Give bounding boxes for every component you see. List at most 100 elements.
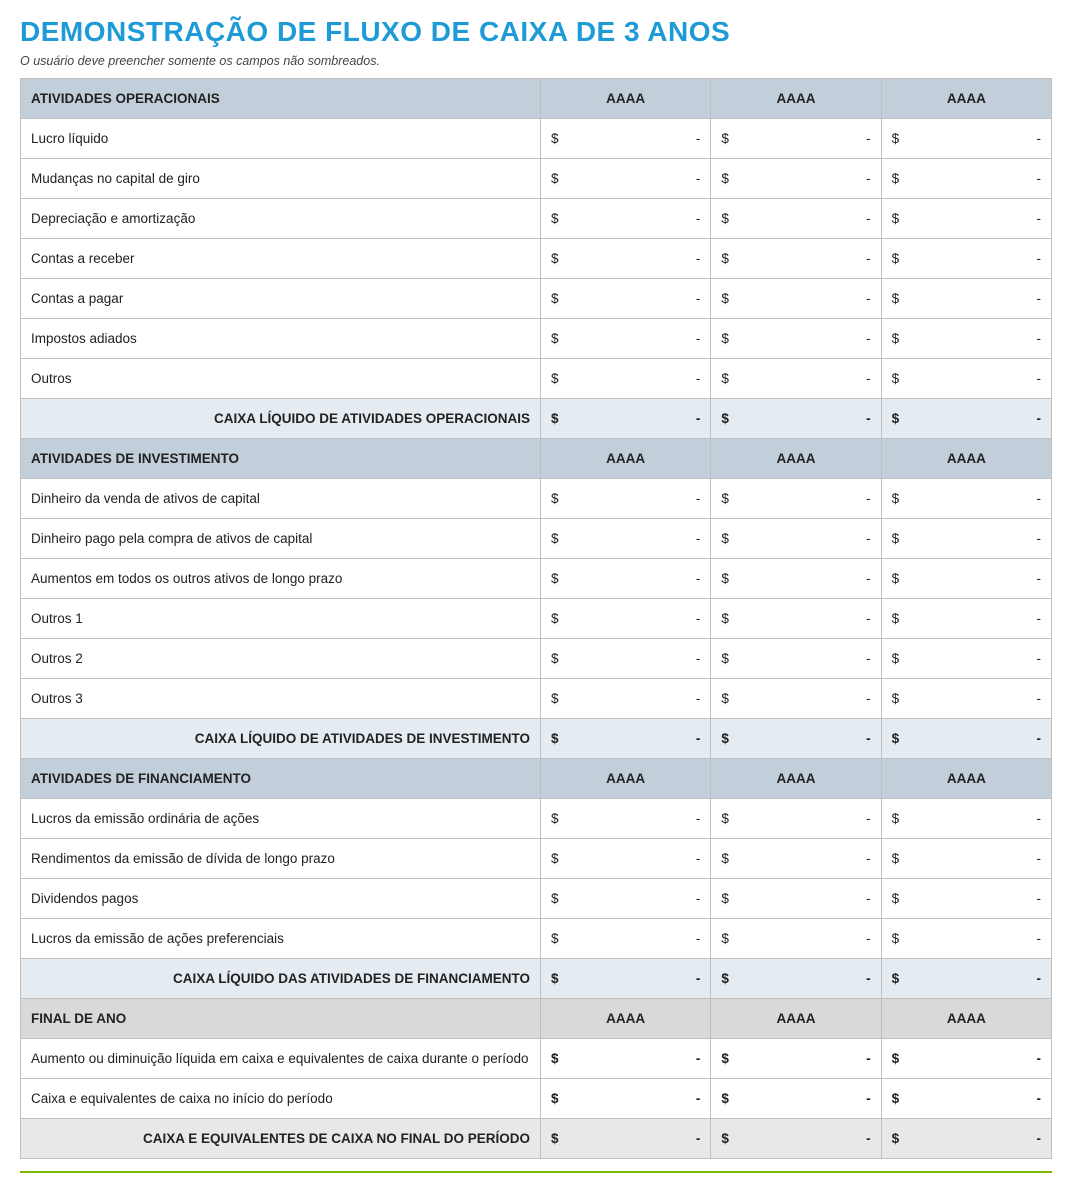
year-header[interactable]: AAAA — [881, 79, 1051, 119]
money-cell[interactable]: $- — [881, 599, 1051, 639]
money-cell[interactable]: $- — [541, 599, 711, 639]
money-cell[interactable]: $- — [881, 879, 1051, 919]
money-cell[interactable]: $- — [711, 159, 881, 199]
money-cell[interactable]: $- — [711, 279, 881, 319]
money-cell[interactable]: $- — [881, 679, 1051, 719]
money-cell[interactable]: $- — [881, 919, 1051, 959]
money-value: - — [1037, 731, 1042, 746]
money-cell[interactable]: $- — [881, 839, 1051, 879]
money-cell[interactable]: $- — [881, 239, 1051, 279]
money-cell[interactable]: $- — [711, 119, 881, 159]
money-cell[interactable]: $- — [541, 1079, 711, 1119]
money-cell[interactable]: $- — [541, 719, 711, 759]
year-header[interactable]: AAAA — [711, 79, 881, 119]
year-header[interactable]: AAAA — [711, 999, 881, 1039]
currency-symbol: $ — [892, 571, 900, 586]
money-cell[interactable]: $- — [711, 959, 881, 999]
money-cell[interactable]: $- — [711, 599, 881, 639]
currency-symbol: $ — [721, 211, 729, 226]
money-cell[interactable]: $- — [541, 919, 711, 959]
money-cell[interactable]: $- — [541, 199, 711, 239]
money-cell[interactable]: $- — [711, 519, 881, 559]
money-cell[interactable]: $- — [711, 199, 881, 239]
money-value: - — [696, 291, 701, 306]
year-header[interactable]: AAAA — [881, 439, 1051, 479]
money-cell[interactable]: $- — [541, 879, 711, 919]
money-cell[interactable]: $- — [881, 1039, 1051, 1079]
money-cell[interactable]: $- — [541, 799, 711, 839]
money-cell[interactable]: $- — [541, 239, 711, 279]
money-cell[interactable]: $- — [881, 319, 1051, 359]
year-header[interactable]: AAAA — [711, 439, 881, 479]
money-cell[interactable]: $- — [711, 239, 881, 279]
year-header[interactable]: AAAA — [541, 79, 711, 119]
money-cell[interactable]: $- — [711, 559, 881, 599]
money-cell[interactable]: $- — [541, 399, 711, 439]
money-cell[interactable]: $- — [541, 559, 711, 599]
money-cell[interactable]: $- — [541, 319, 711, 359]
money-cell[interactable]: $- — [541, 959, 711, 999]
money-value: - — [696, 531, 701, 546]
year-header[interactable]: AAAA — [541, 439, 711, 479]
currency-symbol: $ — [721, 651, 729, 666]
money-cell[interactable]: $- — [711, 719, 881, 759]
money-cell[interactable]: $- — [881, 359, 1051, 399]
money-cell[interactable]: $- — [711, 1119, 881, 1159]
money-cell[interactable]: $- — [881, 639, 1051, 679]
money-value: - — [1037, 211, 1042, 226]
money-cell[interactable]: $- — [881, 479, 1051, 519]
year-header[interactable]: AAAA — [541, 999, 711, 1039]
money-cell[interactable]: $- — [711, 919, 881, 959]
money-cell[interactable]: $- — [711, 479, 881, 519]
money-cell[interactable]: $- — [881, 1119, 1051, 1159]
money-cell[interactable]: $- — [541, 119, 711, 159]
money-cell[interactable]: $- — [711, 319, 881, 359]
currency-symbol: $ — [721, 251, 729, 266]
money-cell[interactable]: $- — [711, 879, 881, 919]
money-cell[interactable]: $- — [711, 1039, 881, 1079]
money-cell[interactable]: $- — [711, 639, 881, 679]
money-cell[interactable]: $- — [711, 359, 881, 399]
row-label: Outros — [21, 359, 541, 399]
money-cell[interactable]: $- — [711, 1079, 881, 1119]
money-value: - — [696, 131, 701, 146]
money-cell[interactable]: $- — [881, 159, 1051, 199]
money-cell[interactable]: $- — [541, 679, 711, 719]
money-cell[interactable]: $- — [541, 159, 711, 199]
money-cell[interactable]: $- — [711, 839, 881, 879]
money-cell[interactable]: $- — [711, 799, 881, 839]
money-cell[interactable]: $- — [881, 559, 1051, 599]
money-cell[interactable]: $- — [541, 1119, 711, 1159]
money-cell[interactable]: $- — [881, 959, 1051, 999]
money-value: - — [696, 691, 701, 706]
year-header[interactable]: AAAA — [711, 759, 881, 799]
year-header[interactable]: AAAA — [541, 759, 711, 799]
money-cell[interactable]: $- — [541, 519, 711, 559]
money-cell[interactable]: $- — [881, 799, 1051, 839]
money-cell[interactable]: $- — [711, 679, 881, 719]
money-cell[interactable]: $- — [541, 639, 711, 679]
money-cell[interactable]: $- — [881, 199, 1051, 239]
year-header[interactable]: AAAA — [881, 759, 1051, 799]
money-cell[interactable]: $- — [881, 119, 1051, 159]
currency-symbol: $ — [551, 1091, 559, 1106]
money-cell[interactable]: $- — [881, 719, 1051, 759]
money-value: - — [866, 571, 871, 586]
money-cell[interactable]: $- — [541, 279, 711, 319]
page-subtitle: O usuário deve preencher somente os camp… — [20, 54, 1052, 68]
money-cell[interactable]: $- — [541, 359, 711, 399]
money-cell[interactable]: $- — [881, 399, 1051, 439]
money-value: - — [866, 1051, 871, 1066]
money-cell[interactable]: $- — [541, 479, 711, 519]
money-cell[interactable]: $- — [711, 399, 881, 439]
money-value: - — [866, 371, 871, 386]
money-value: - — [1037, 1131, 1042, 1146]
subtotal-label: CAIXA LÍQUIDO DAS ATIVIDADES DE FINANCIA… — [21, 959, 541, 999]
year-header[interactable]: AAAA — [881, 999, 1051, 1039]
money-cell[interactable]: $- — [881, 519, 1051, 559]
money-cell[interactable]: $- — [541, 839, 711, 879]
money-cell[interactable]: $- — [881, 1079, 1051, 1119]
money-value: - — [1037, 971, 1042, 986]
money-cell[interactable]: $- — [881, 279, 1051, 319]
money-cell[interactable]: $- — [541, 1039, 711, 1079]
